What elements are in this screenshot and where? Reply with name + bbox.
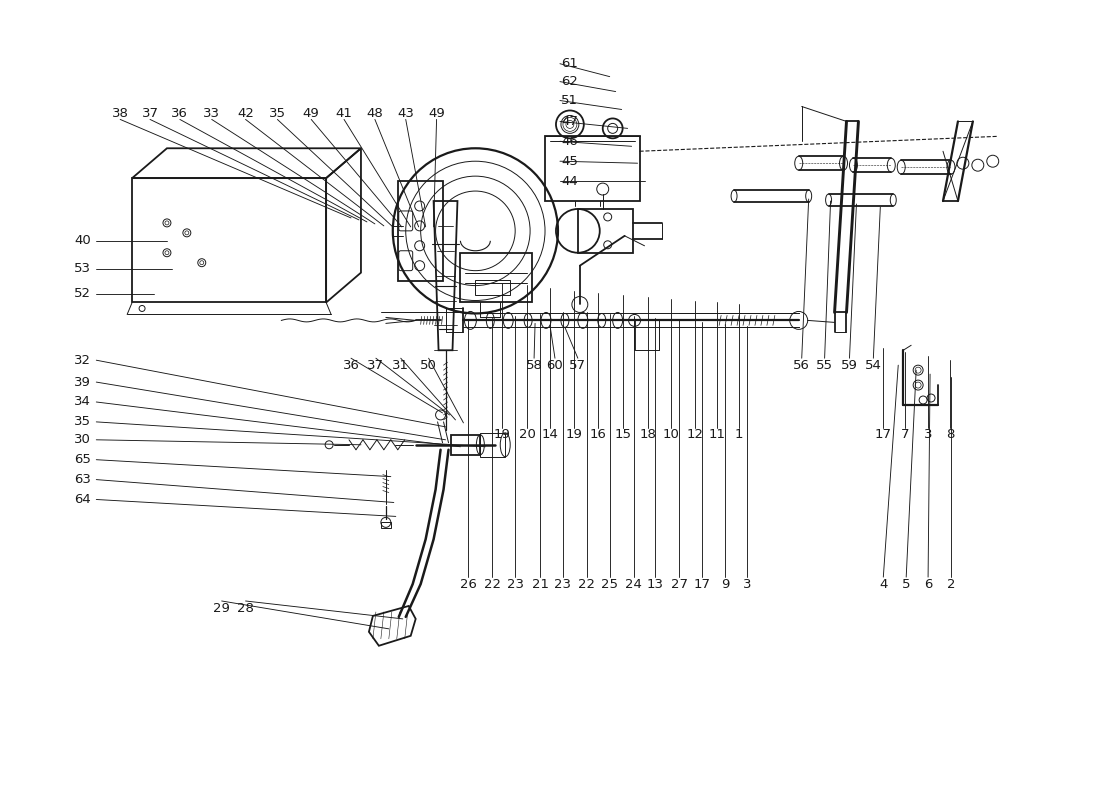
Text: 9: 9 <box>720 578 729 590</box>
Text: 38: 38 <box>112 107 129 120</box>
Text: 45: 45 <box>561 154 579 168</box>
Text: 47: 47 <box>561 115 579 128</box>
Bar <box>451 435 481 454</box>
Bar <box>461 253 532 302</box>
Text: 10: 10 <box>663 428 680 442</box>
Text: 35: 35 <box>74 415 91 428</box>
Text: 43: 43 <box>397 107 415 120</box>
Text: 63: 63 <box>74 473 91 486</box>
Bar <box>578 209 632 253</box>
Bar <box>132 178 326 302</box>
Text: 1: 1 <box>735 428 744 442</box>
Text: 16: 16 <box>590 428 606 442</box>
Text: 39: 39 <box>74 375 91 389</box>
Text: 46: 46 <box>561 135 579 148</box>
Text: 22: 22 <box>579 578 595 590</box>
Text: 65: 65 <box>74 453 91 466</box>
Text: 49: 49 <box>428 107 446 120</box>
Bar <box>475 280 510 294</box>
Text: 33: 33 <box>204 107 220 120</box>
Text: 44: 44 <box>561 174 579 188</box>
Text: 27: 27 <box>671 578 688 590</box>
Bar <box>398 181 442 281</box>
Text: 42: 42 <box>238 107 254 120</box>
Text: 5: 5 <box>902 578 911 590</box>
Text: 25: 25 <box>602 578 618 590</box>
Text: 17: 17 <box>694 578 711 590</box>
Text: 37: 37 <box>142 107 158 120</box>
Text: 26: 26 <box>460 578 477 590</box>
Text: 3: 3 <box>742 578 751 590</box>
Text: 48: 48 <box>366 107 383 120</box>
Text: 60: 60 <box>547 358 563 372</box>
Text: 32: 32 <box>74 354 91 366</box>
Text: 57: 57 <box>570 358 586 372</box>
Text: 54: 54 <box>865 358 882 372</box>
Text: 40: 40 <box>74 234 90 247</box>
Text: 28: 28 <box>238 602 254 615</box>
Text: 35: 35 <box>268 107 286 120</box>
Text: 31: 31 <box>393 358 409 372</box>
Text: 8: 8 <box>946 428 954 442</box>
Text: 37: 37 <box>367 358 384 372</box>
Text: 62: 62 <box>561 75 579 88</box>
Text: 4: 4 <box>879 578 888 590</box>
Text: 12: 12 <box>686 428 704 442</box>
Text: 53: 53 <box>74 262 91 275</box>
Text: 13: 13 <box>647 578 664 590</box>
Text: 55: 55 <box>816 358 833 372</box>
Text: 59: 59 <box>842 358 858 372</box>
Text: 21: 21 <box>531 578 549 590</box>
Text: 52: 52 <box>74 287 91 300</box>
Text: 19: 19 <box>565 428 582 442</box>
Text: 20: 20 <box>519 428 536 442</box>
Text: 64: 64 <box>74 493 90 506</box>
Text: 23: 23 <box>554 578 571 590</box>
Text: 7: 7 <box>901 428 910 442</box>
Text: 6: 6 <box>924 578 933 590</box>
Text: 58: 58 <box>526 358 542 372</box>
Bar <box>381 522 390 528</box>
Text: 30: 30 <box>74 434 91 446</box>
Text: 61: 61 <box>561 58 579 70</box>
Bar <box>481 433 505 457</box>
Text: 22: 22 <box>484 578 500 590</box>
Text: 51: 51 <box>561 94 579 107</box>
Text: 29: 29 <box>213 602 230 615</box>
Text: 50: 50 <box>420 358 437 372</box>
Text: 41: 41 <box>336 107 352 120</box>
Text: 18: 18 <box>639 428 656 442</box>
Text: 36: 36 <box>342 358 360 372</box>
Bar <box>544 136 639 201</box>
Text: 24: 24 <box>625 578 642 590</box>
Text: 56: 56 <box>793 358 811 372</box>
Text: 49: 49 <box>302 107 320 120</box>
Text: 15: 15 <box>614 428 631 442</box>
Text: 36: 36 <box>172 107 188 120</box>
Text: 17: 17 <box>874 428 892 442</box>
Text: 34: 34 <box>74 395 91 409</box>
Text: 23: 23 <box>507 578 524 590</box>
Text: 19: 19 <box>494 428 510 442</box>
Text: 14: 14 <box>541 428 559 442</box>
Text: 2: 2 <box>947 578 955 590</box>
Text: 11: 11 <box>708 428 726 442</box>
Text: 3: 3 <box>924 428 933 442</box>
